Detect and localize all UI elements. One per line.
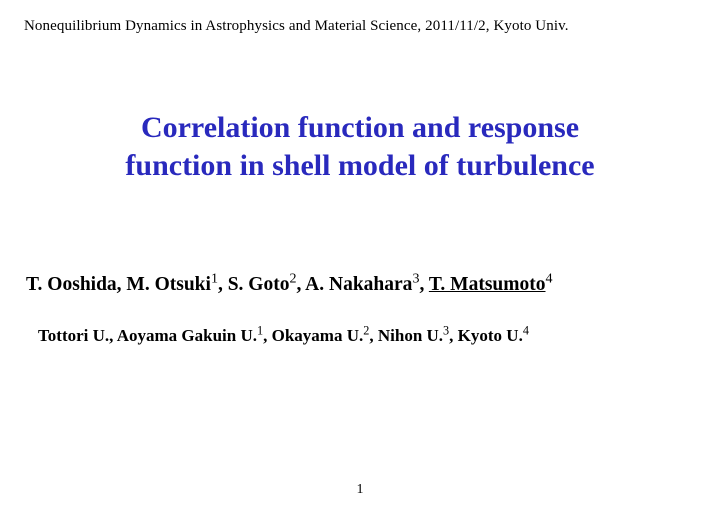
author-group-1: T. Ooshida, M. Otsuki <box>26 274 211 295</box>
author-sup-4: 4 <box>546 270 553 286</box>
affiliation-2: Okayama U. <box>272 326 364 345</box>
author-2: S. Goto <box>228 274 290 295</box>
sep-1: , <box>218 274 228 295</box>
affiliation-4: Kyoto U. <box>458 326 523 345</box>
aff-sep-3: , <box>449 326 458 345</box>
presentation-title: Correlation function and response functi… <box>24 109 696 186</box>
title-line-1: Correlation function and response <box>141 111 579 144</box>
slide-page: Nonequilibrium Dynamics in Astrophysics … <box>0 0 720 510</box>
sep-2: , <box>296 274 305 295</box>
title-line-2: function in shell model of turbulence <box>125 149 594 182</box>
conference-header: Nonequilibrium Dynamics in Astrophysics … <box>24 18 696 35</box>
author-sup-1: 1 <box>211 270 218 286</box>
authors-list: T. Ooshida, M. Otsuki1, S. Goto2, A. Nak… <box>24 272 696 297</box>
aff-sup-4: 4 <box>523 323 529 337</box>
affiliation-3: Nihon U. <box>378 326 443 345</box>
author-3: A. Nakahara <box>305 274 412 295</box>
sep-3: , <box>419 274 428 295</box>
aff-sep-1: , <box>263 326 272 345</box>
aff-sep-2: , <box>369 326 378 345</box>
affiliations-list: Tottori U., Aoyama Gakuin U.1, Okayama U… <box>24 325 696 348</box>
affiliation-1: Tottori U., Aoyama Gakuin U. <box>38 326 257 345</box>
page-number: 1 <box>0 482 720 498</box>
author-4-presenting: T. Matsumoto <box>429 274 546 295</box>
